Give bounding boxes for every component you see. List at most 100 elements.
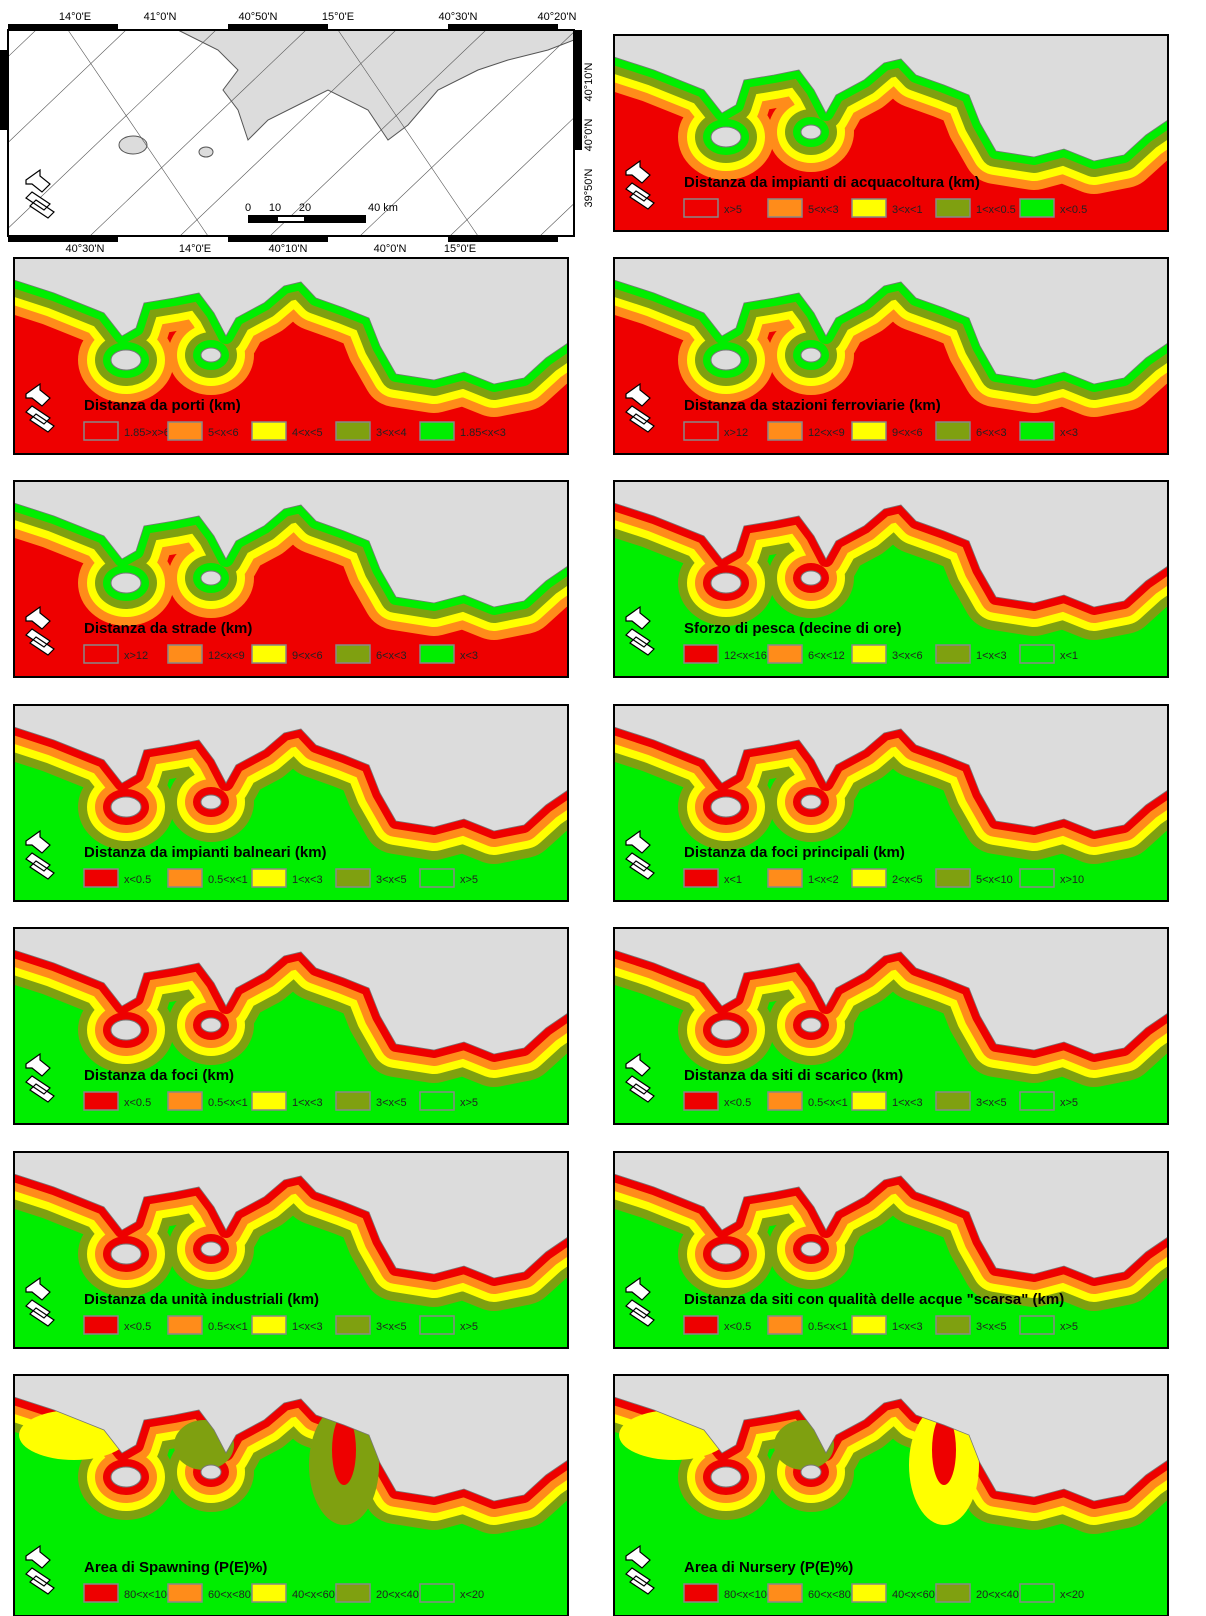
legend-swatch xyxy=(684,422,718,440)
legend-label: 5<x<6 xyxy=(208,427,239,439)
coordinate-label: 40°0'N xyxy=(374,243,407,255)
legend-swatch xyxy=(84,869,118,887)
legend-label: x>10 xyxy=(1060,874,1084,886)
legend-swatch xyxy=(168,869,202,887)
legend-label: 0.5<x<1 xyxy=(808,1321,848,1333)
legend-label: 3<x<5 xyxy=(376,1321,407,1333)
legend-swatch xyxy=(852,645,886,663)
legend-label: 1<x<3 xyxy=(892,1097,923,1109)
legend-swatch xyxy=(852,199,886,217)
legend-swatch xyxy=(852,869,886,887)
panel-title: Distanza da unità industriali (km) xyxy=(84,1291,319,1308)
map-panel: Sforzo di pesca (decine di ore)12<x<16.7… xyxy=(614,481,1168,677)
legend-swatch xyxy=(84,422,118,440)
legend-label: 3<x<5 xyxy=(976,1097,1007,1109)
frame-bar xyxy=(0,50,8,130)
legend-label: x>5 xyxy=(460,874,478,886)
legend-swatch xyxy=(168,1316,202,1334)
scale-label: 20 xyxy=(299,202,311,214)
legend-label: x>5 xyxy=(1060,1321,1078,1333)
island xyxy=(201,795,221,809)
island xyxy=(801,1465,821,1479)
legend-label: x>5 xyxy=(1060,1097,1078,1109)
legend-swatch xyxy=(336,1316,370,1334)
island xyxy=(711,127,741,147)
legend-swatch xyxy=(1020,1316,1054,1334)
legend-label: x<0.5 xyxy=(1060,204,1087,216)
coordinate-label: 40°0'N xyxy=(583,119,595,152)
legend-swatch xyxy=(420,422,454,440)
legend-label: x<0.5 xyxy=(724,1097,751,1109)
legend-label: 40<x<60 xyxy=(292,1589,335,1601)
island xyxy=(801,795,821,809)
panel-title: Distanza da impianti di acquacoltura (km… xyxy=(684,174,980,191)
legend-label: x<0.5 xyxy=(124,1321,151,1333)
legend-swatch xyxy=(168,1584,202,1602)
legend-swatch xyxy=(768,869,802,887)
legend-label: 0.5<x<1 xyxy=(808,1097,848,1109)
island xyxy=(801,571,821,585)
legend-label: 3<x<6 xyxy=(892,650,923,662)
coordinate-label: 40°30'N xyxy=(66,243,105,255)
coordinate-label: 40°30'N xyxy=(439,11,478,23)
island xyxy=(801,1242,821,1256)
legend-swatch xyxy=(684,645,718,663)
legend-swatch xyxy=(1020,645,1054,663)
legend-label: x<3 xyxy=(460,650,478,662)
legend-swatch xyxy=(1020,1092,1054,1110)
island xyxy=(801,1018,821,1032)
island xyxy=(711,350,741,370)
legend-label: x>12 xyxy=(124,650,148,662)
island xyxy=(111,1244,141,1264)
frame-bar xyxy=(8,24,118,30)
legend-label: 0.5<x<1 xyxy=(208,874,248,886)
island xyxy=(201,571,221,585)
legend-label: 3<x<4 xyxy=(376,427,407,439)
legend-label: 4<x<5 xyxy=(292,427,323,439)
legend-label: 9<x<6 xyxy=(892,427,923,439)
coordinate-label: 40°50'N xyxy=(239,11,278,23)
scale-label: 40 km xyxy=(368,202,398,214)
legend-swatch xyxy=(1020,1584,1054,1602)
panel-title: Distanza da foci (km) xyxy=(84,1067,234,1084)
legend-swatch xyxy=(168,1092,202,1110)
panel-title: Area di Nursery (P(E)%) xyxy=(684,1559,853,1576)
legend-swatch xyxy=(768,1092,802,1110)
legend-swatch xyxy=(420,869,454,887)
legend-swatch xyxy=(420,645,454,663)
legend-label: 40<x<60 xyxy=(892,1589,935,1601)
panel-title: Distanza da stazioni ferroviarie (km) xyxy=(684,397,941,414)
legend-swatch xyxy=(768,422,802,440)
legend-label: x>5 xyxy=(460,1097,478,1109)
legend-swatch xyxy=(684,1316,718,1334)
legend-label: 1<x<3 xyxy=(892,1321,923,1333)
legend-swatch xyxy=(252,645,286,663)
island xyxy=(111,797,141,817)
legend-swatch xyxy=(936,422,970,440)
legend-swatch xyxy=(936,645,970,663)
island xyxy=(711,1244,741,1264)
legend-label: 1.85>x>6 xyxy=(124,427,170,439)
island xyxy=(801,125,821,139)
legend-label: 12<x<9 xyxy=(808,427,845,439)
map-content xyxy=(614,1375,1168,1616)
legend-swatch xyxy=(420,1316,454,1334)
legend-label: 0.5<x<1 xyxy=(208,1097,248,1109)
frame-bar xyxy=(448,236,558,242)
legend-swatch xyxy=(252,1316,286,1334)
legend-swatch xyxy=(936,199,970,217)
legend-label: 60<x<80 xyxy=(808,1589,851,1601)
island xyxy=(711,1020,741,1040)
legend-label: 12<x<9 xyxy=(208,650,245,662)
legend-swatch xyxy=(252,1584,286,1602)
frame-bar xyxy=(228,24,328,30)
legend-swatch xyxy=(1020,422,1054,440)
legend-swatch xyxy=(936,1584,970,1602)
legend-label: 3<x<1 xyxy=(892,204,923,216)
map-panel: Distanza da siti con qualità delle acque… xyxy=(614,1152,1168,1348)
legend-swatch xyxy=(168,422,202,440)
legend-swatch xyxy=(336,1092,370,1110)
legend-label: 6<x<3 xyxy=(376,650,407,662)
